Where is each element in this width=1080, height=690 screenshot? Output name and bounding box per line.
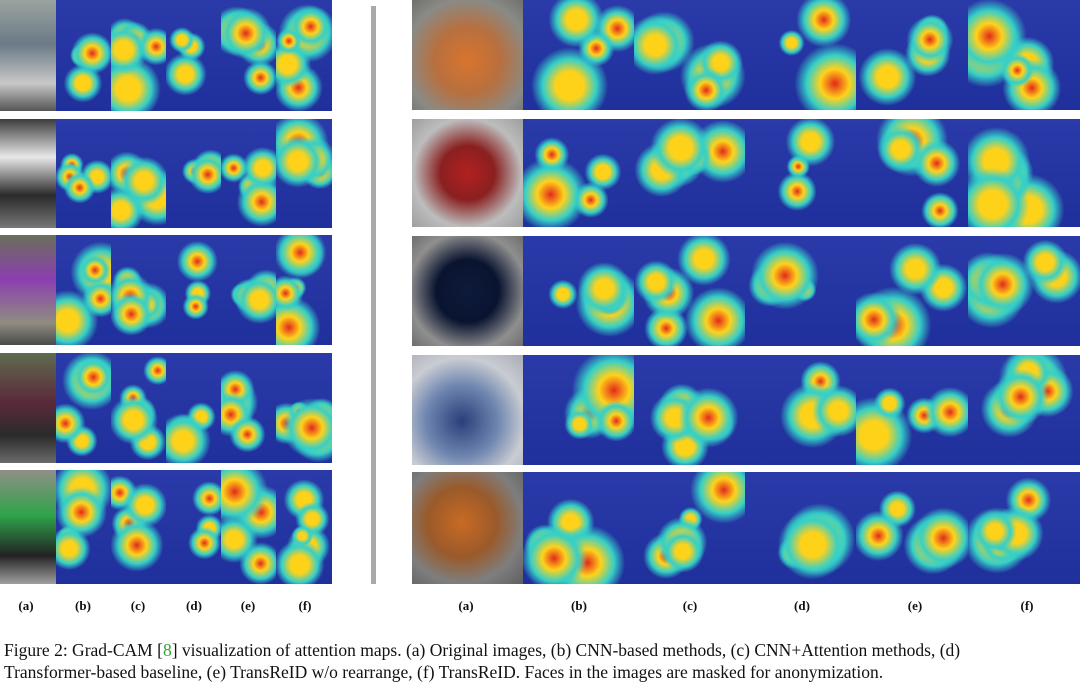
attention-heatmap bbox=[745, 472, 856, 584]
attention-heatmap bbox=[276, 119, 332, 228]
figure-caption: Figure 2: Grad-CAM [8] visualization of … bbox=[4, 639, 1080, 683]
attention-heatmap bbox=[856, 355, 968, 465]
image-row bbox=[0, 235, 332, 345]
attention-heatmap bbox=[634, 236, 745, 346]
caption-line-1: Figure 2: Grad-CAM [8] visualization of … bbox=[4, 639, 1080, 661]
image-row bbox=[0, 0, 332, 111]
attention-heatmap bbox=[634, 0, 745, 110]
attention-heatmap bbox=[111, 119, 166, 228]
caption-line-2: Transformer-based baseline, (e) TransReI… bbox=[4, 662, 884, 682]
attention-heatmap bbox=[634, 355, 745, 465]
attention-heatmap bbox=[56, 119, 111, 228]
vehicle-col-label-a: (a) bbox=[458, 598, 474, 613]
original-image bbox=[412, 0, 523, 110]
original-image bbox=[0, 0, 56, 111]
attention-heatmap bbox=[56, 470, 111, 584]
vehicle-col-label-d: (d) bbox=[794, 598, 810, 613]
attention-heatmap bbox=[745, 355, 856, 465]
image-row bbox=[0, 353, 332, 463]
attention-heatmap bbox=[968, 119, 1080, 227]
vehicle-col-label-e: (e) bbox=[907, 598, 923, 613]
attention-heatmap bbox=[968, 472, 1080, 584]
vehicle-col-label-f: (f) bbox=[1020, 598, 1034, 613]
attention-heatmap bbox=[221, 119, 276, 228]
original-image bbox=[412, 236, 523, 346]
attention-heatmap bbox=[166, 235, 221, 345]
attention-heatmap bbox=[166, 470, 221, 584]
attention-heatmap bbox=[634, 472, 745, 584]
person-col-label-a: (a) bbox=[18, 598, 34, 613]
caption-prefix: Figure 2: Grad-CAM [ bbox=[4, 640, 163, 660]
attention-heatmap bbox=[276, 470, 332, 584]
vehicle-reid-panel bbox=[412, 0, 1080, 585]
image-row bbox=[412, 472, 1080, 584]
attention-heatmap bbox=[523, 236, 634, 346]
original-image bbox=[412, 472, 523, 584]
attention-heatmap bbox=[745, 119, 856, 227]
attention-heatmap bbox=[221, 353, 276, 463]
attention-heatmap bbox=[856, 0, 968, 110]
attention-heatmap bbox=[276, 0, 332, 111]
person-col-label-b: (b) bbox=[75, 598, 91, 613]
attention-heatmap bbox=[276, 353, 332, 463]
image-row bbox=[412, 0, 1080, 110]
attention-heatmap bbox=[523, 355, 634, 465]
attention-heatmap bbox=[276, 235, 332, 345]
attention-heatmap bbox=[523, 472, 634, 584]
panel-divider bbox=[371, 6, 376, 584]
attention-heatmap bbox=[56, 353, 111, 463]
original-image bbox=[0, 119, 56, 228]
attention-heatmap bbox=[634, 119, 745, 227]
vehicle-col-label-c: (c) bbox=[682, 598, 698, 613]
attention-heatmap bbox=[166, 353, 221, 463]
image-row bbox=[0, 119, 332, 228]
image-row bbox=[412, 119, 1080, 227]
image-row bbox=[412, 236, 1080, 346]
attention-heatmap bbox=[745, 236, 856, 346]
original-image bbox=[0, 470, 56, 584]
attention-heatmap bbox=[523, 119, 634, 227]
attention-heatmap bbox=[56, 235, 111, 345]
attention-heatmap bbox=[166, 0, 221, 111]
original-image bbox=[0, 353, 56, 463]
original-image bbox=[412, 119, 523, 227]
caption-line1-rest: ] visualization of attention maps. (a) O… bbox=[171, 640, 961, 660]
person-col-label-c: (c) bbox=[130, 598, 146, 613]
vehicle-col-label-b: (b) bbox=[571, 598, 587, 613]
attention-heatmap bbox=[111, 235, 166, 345]
attention-heatmap bbox=[221, 0, 276, 111]
original-image bbox=[412, 355, 523, 465]
attention-heatmap bbox=[111, 353, 166, 463]
attention-heatmap bbox=[856, 119, 968, 227]
attention-heatmap bbox=[221, 470, 276, 584]
person-col-label-d: (d) bbox=[186, 598, 202, 613]
attention-heatmap bbox=[856, 236, 968, 346]
citation-link[interactable]: 8 bbox=[162, 640, 172, 660]
person-reid-panel bbox=[0, 0, 334, 585]
attention-heatmap bbox=[856, 472, 968, 584]
image-row bbox=[0, 470, 332, 584]
attention-heatmap bbox=[523, 0, 634, 110]
attention-heatmap bbox=[56, 0, 111, 111]
image-row bbox=[412, 355, 1080, 465]
attention-heatmap bbox=[745, 0, 856, 110]
attention-heatmap bbox=[968, 0, 1080, 110]
person-col-label-f: (f) bbox=[298, 598, 312, 613]
attention-heatmap bbox=[111, 0, 166, 111]
attention-heatmap bbox=[968, 236, 1080, 346]
person-col-label-e: (e) bbox=[240, 598, 256, 613]
attention-heatmap bbox=[968, 355, 1080, 465]
attention-heatmap bbox=[221, 235, 276, 345]
attention-heatmap bbox=[166, 119, 221, 228]
original-image bbox=[0, 235, 56, 345]
attention-heatmap bbox=[111, 470, 166, 584]
